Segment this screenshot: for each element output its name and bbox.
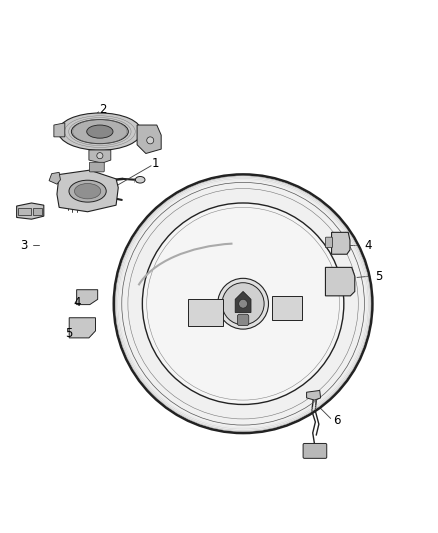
Polygon shape: [57, 170, 118, 212]
Polygon shape: [235, 292, 251, 312]
Circle shape: [114, 174, 372, 433]
Ellipse shape: [87, 125, 113, 138]
Circle shape: [142, 203, 344, 405]
Text: 4: 4: [73, 296, 81, 309]
FancyBboxPatch shape: [303, 443, 327, 458]
Polygon shape: [17, 203, 44, 219]
Polygon shape: [259, 316, 325, 377]
Text: 6: 6: [333, 414, 341, 427]
Text: 5: 5: [375, 270, 382, 282]
Circle shape: [97, 152, 103, 159]
Polygon shape: [49, 172, 60, 184]
Polygon shape: [89, 150, 111, 163]
Polygon shape: [188, 300, 223, 326]
Polygon shape: [307, 391, 321, 400]
FancyBboxPatch shape: [33, 208, 42, 215]
Polygon shape: [137, 125, 161, 154]
Ellipse shape: [58, 113, 141, 150]
Ellipse shape: [135, 176, 145, 183]
Polygon shape: [225, 209, 261, 279]
Text: 1: 1: [152, 157, 159, 170]
Polygon shape: [69, 318, 95, 338]
Text: 2: 2: [99, 103, 107, 116]
Ellipse shape: [71, 119, 128, 143]
Polygon shape: [54, 123, 65, 137]
FancyBboxPatch shape: [18, 208, 31, 215]
Polygon shape: [332, 232, 350, 254]
Text: 5: 5: [66, 327, 73, 340]
Polygon shape: [77, 290, 98, 304]
Circle shape: [222, 282, 264, 325]
Circle shape: [239, 300, 247, 308]
Text: 3: 3: [21, 239, 28, 252]
Ellipse shape: [74, 183, 101, 199]
Polygon shape: [272, 296, 302, 320]
FancyBboxPatch shape: [237, 314, 249, 326]
Polygon shape: [325, 268, 355, 296]
FancyBboxPatch shape: [89, 162, 104, 172]
Ellipse shape: [69, 180, 106, 202]
Polygon shape: [161, 316, 227, 377]
Circle shape: [218, 278, 268, 329]
Text: 4: 4: [364, 239, 372, 252]
FancyBboxPatch shape: [325, 237, 332, 248]
Circle shape: [147, 137, 154, 144]
